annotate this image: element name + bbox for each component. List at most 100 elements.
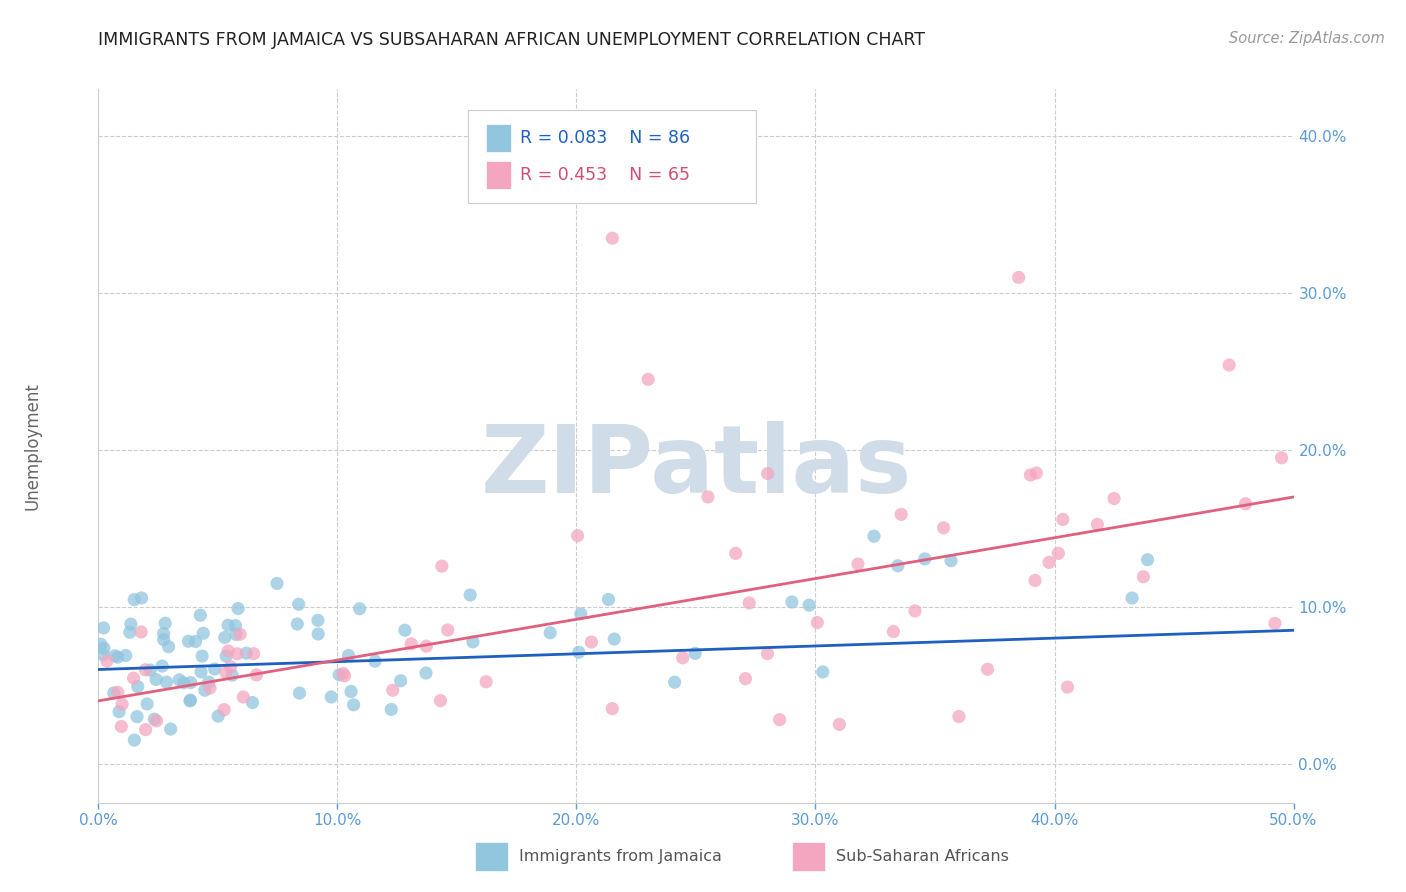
Point <box>337 648 360 663</box>
Point <box>127 680 149 694</box>
Point <box>364 654 387 668</box>
Point <box>567 529 589 543</box>
Point <box>122 592 145 607</box>
Point <box>637 372 659 386</box>
Point <box>846 557 869 571</box>
Point <box>538 625 561 640</box>
Point <box>475 674 498 689</box>
Point <box>215 665 238 680</box>
Point <box>153 616 176 631</box>
Point <box>245 668 267 682</box>
Point <box>1047 546 1070 560</box>
Point <box>307 627 329 641</box>
Point <box>194 683 217 698</box>
Point <box>226 647 249 661</box>
Point <box>333 669 356 683</box>
Point <box>342 698 364 712</box>
Point <box>1056 680 1078 694</box>
Point <box>226 601 249 615</box>
Point <box>107 685 129 699</box>
Point <box>890 508 912 522</box>
Point <box>948 709 970 723</box>
Point <box>430 559 453 574</box>
Point <box>167 673 190 687</box>
Point <box>135 723 157 737</box>
Point <box>134 663 156 677</box>
Point <box>600 231 623 245</box>
Point <box>120 617 142 632</box>
Point <box>1264 616 1286 631</box>
Point <box>91 648 114 662</box>
Point <box>143 712 166 726</box>
Point <box>107 650 129 665</box>
Point <box>93 641 115 656</box>
Point <box>863 529 886 543</box>
Point <box>122 671 145 685</box>
Point <box>129 624 152 639</box>
Point <box>380 702 402 716</box>
Point <box>93 621 115 635</box>
Point <box>697 490 720 504</box>
Point <box>569 607 592 621</box>
Point <box>207 709 229 723</box>
Point <box>780 595 803 609</box>
Point <box>180 675 202 690</box>
FancyBboxPatch shape <box>475 842 509 871</box>
Point <box>1218 358 1240 372</box>
Point <box>1024 574 1046 588</box>
Point <box>173 675 195 690</box>
Point <box>811 665 834 679</box>
Point <box>672 650 695 665</box>
Point <box>349 601 371 615</box>
Point <box>191 649 214 664</box>
Point <box>111 697 134 711</box>
Point <box>159 722 181 736</box>
Point <box>1102 491 1125 506</box>
Point <box>242 696 264 710</box>
Point <box>332 666 354 681</box>
Text: R = 0.453    N = 65: R = 0.453 N = 65 <box>520 166 690 184</box>
Point <box>1132 570 1154 584</box>
Point <box>179 694 201 708</box>
Point <box>797 598 820 612</box>
Point <box>221 668 243 682</box>
Point <box>190 665 212 679</box>
Point <box>1271 450 1294 465</box>
Point <box>1234 497 1257 511</box>
Point <box>724 546 747 560</box>
Point <box>738 596 761 610</box>
Point <box>219 659 242 673</box>
Point <box>114 648 136 663</box>
Point <box>90 637 112 651</box>
Point <box>1019 468 1042 483</box>
Text: Unemployment: Unemployment <box>24 382 42 510</box>
Point <box>266 576 288 591</box>
Point <box>287 597 309 611</box>
Point <box>188 608 211 623</box>
Point <box>242 647 264 661</box>
Point <box>152 626 174 640</box>
Point <box>882 624 904 639</box>
Point <box>125 709 148 723</box>
Point <box>734 672 756 686</box>
Point <box>285 617 308 632</box>
Point <box>1007 270 1029 285</box>
Point <box>288 686 311 700</box>
Text: ZIPatlas: ZIPatlas <box>481 421 911 514</box>
Point <box>1025 466 1047 480</box>
Point <box>145 673 167 687</box>
Point <box>215 649 238 664</box>
Point <box>664 675 686 690</box>
Point <box>932 521 955 535</box>
Point <box>756 647 779 661</box>
Point <box>108 705 131 719</box>
Point <box>204 662 226 676</box>
Point <box>683 646 706 660</box>
Point <box>155 675 177 690</box>
Point <box>139 663 162 677</box>
Point <box>581 635 603 649</box>
Point <box>179 693 201 707</box>
Point <box>806 615 828 630</box>
Point <box>1136 552 1159 566</box>
Text: Source: ZipAtlas.com: Source: ZipAtlas.com <box>1229 31 1385 46</box>
